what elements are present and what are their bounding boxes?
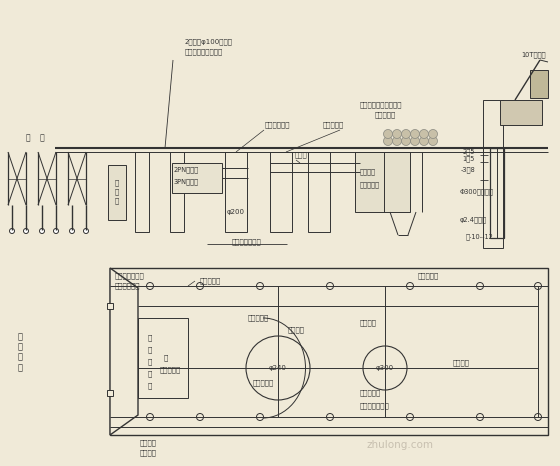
Text: φ300: φ300 [376, 365, 394, 371]
Circle shape [363, 346, 407, 390]
Circle shape [410, 130, 419, 138]
Circle shape [326, 282, 334, 289]
Text: 台: 台 [164, 355, 168, 361]
Text: 械: 械 [148, 347, 152, 353]
Bar [530, 70, 548, 98]
Text: 湖盖调节管: 湖盖调节管 [323, 122, 344, 128]
Text: 2．5: 2．5 [463, 149, 475, 155]
Text: 工: 工 [148, 359, 152, 365]
Text: Φ300外护筒桩: Φ300外护筒桩 [460, 189, 494, 195]
Bar [138, 318, 188, 398]
Text: 底-10--12: 底-10--12 [466, 233, 494, 240]
Bar [500, 100, 542, 125]
Circle shape [428, 137, 437, 145]
Circle shape [384, 137, 393, 145]
Circle shape [419, 130, 428, 138]
Text: 管箱内浆料沉淀: 管箱内浆料沉淀 [360, 403, 390, 409]
Circle shape [326, 413, 334, 420]
Bar [172, 163, 222, 193]
Text: 固管泥浆补给管: 固管泥浆补给管 [232, 239, 262, 245]
Circle shape [54, 228, 58, 233]
Circle shape [402, 130, 410, 138]
Text: 2根专用φ100钢管输: 2根专用φ100钢管输 [185, 39, 233, 45]
Text: 与陆地上相连: 与陆地上相连 [115, 283, 141, 289]
Text: 取渣流槽: 取渣流槽 [360, 169, 376, 175]
Circle shape [69, 228, 74, 233]
Text: 泥浆供给管: 泥浆供给管 [248, 315, 269, 321]
Circle shape [24, 228, 29, 233]
Text: zhulong.com: zhulong.com [366, 440, 433, 450]
Text: -3．8: -3．8 [460, 167, 475, 173]
Polygon shape [110, 268, 138, 435]
Text: 淡水供给管道: 淡水供给管道 [265, 122, 291, 128]
Circle shape [393, 137, 402, 145]
Text: 泥浆供给管: 泥浆供给管 [200, 278, 221, 284]
Circle shape [477, 282, 483, 289]
Text: φ240: φ240 [269, 365, 287, 371]
Circle shape [393, 130, 402, 138]
Circle shape [402, 137, 410, 145]
Text: 钢组合平台: 钢组合平台 [375, 112, 396, 118]
Text: 泥浆供给管: 泥浆供给管 [418, 273, 439, 279]
Circle shape [147, 282, 153, 289]
Text: 机: 机 [148, 335, 152, 341]
Bar [308, 152, 330, 232]
Text: 淡水补给管: 淡水补给管 [160, 367, 181, 373]
Circle shape [477, 413, 483, 420]
Circle shape [83, 228, 88, 233]
Text: 泥浆管道: 泥浆管道 [140, 440, 157, 446]
Text: 冲击造孔: 冲击造孔 [453, 360, 470, 366]
Text: φ2.4内护筒: φ2.4内护筒 [460, 217, 487, 223]
Bar [107, 303, 113, 309]
Bar [355, 152, 410, 212]
Circle shape [407, 413, 413, 420]
Text: 10T卷扬机: 10T卷扬机 [521, 52, 545, 58]
Bar [170, 152, 184, 232]
Bar [483, 100, 503, 248]
Text: 施
工
栈
桥: 施 工 栈 桥 [17, 332, 22, 372]
Circle shape [410, 137, 419, 145]
Text: 栈    桥: 栈 桥 [26, 133, 44, 143]
Text: 2PN泥浆泵: 2PN泥浆泵 [174, 167, 199, 173]
Text: 平: 平 [148, 383, 152, 389]
Text: 箱: 箱 [115, 198, 119, 204]
Text: 黄泥、膨润土与补浆物: 黄泥、膨润土与补浆物 [360, 102, 403, 108]
Circle shape [407, 282, 413, 289]
Bar [107, 390, 113, 396]
Circle shape [197, 282, 203, 289]
Circle shape [419, 137, 428, 145]
Circle shape [197, 413, 203, 420]
Text: φ200: φ200 [227, 209, 245, 215]
Text: 泥液循环孔: 泥液循环孔 [360, 182, 380, 188]
Bar [225, 152, 247, 232]
Text: 1．5: 1．5 [463, 156, 475, 162]
Circle shape [246, 336, 310, 400]
Text: 泥浆管: 泥浆管 [295, 152, 308, 158]
Text: 泥浆过滤孔: 泥浆过滤孔 [360, 390, 381, 396]
Bar [135, 152, 149, 232]
Circle shape [40, 228, 44, 233]
Text: 泥浆循环孔: 泥浆循环孔 [253, 380, 274, 386]
Text: 接渣流槽: 接渣流槽 [360, 320, 377, 326]
Text: 淡水管道: 淡水管道 [140, 450, 157, 456]
Text: 泥浆流槽: 泥浆流槽 [288, 327, 305, 333]
Text: 作: 作 [148, 370, 152, 377]
Text: 延伸到下个墩台: 延伸到下个墩台 [115, 273, 144, 279]
Bar [110, 268, 548, 435]
Bar [108, 165, 126, 220]
Text: 送泥浆到岸上泥浆池: 送泥浆到岸上泥浆池 [185, 48, 223, 55]
Circle shape [428, 130, 437, 138]
Circle shape [384, 130, 393, 138]
Circle shape [534, 282, 542, 289]
Text: 浆: 浆 [115, 189, 119, 195]
Text: 3PN泥浆泵: 3PN泥浆泵 [174, 178, 199, 185]
Bar [270, 152, 292, 232]
Circle shape [147, 413, 153, 420]
Circle shape [10, 228, 15, 233]
Circle shape [534, 413, 542, 420]
Text: 泥: 泥 [115, 180, 119, 186]
Circle shape [256, 413, 264, 420]
Circle shape [256, 282, 264, 289]
Bar [490, 148, 504, 238]
